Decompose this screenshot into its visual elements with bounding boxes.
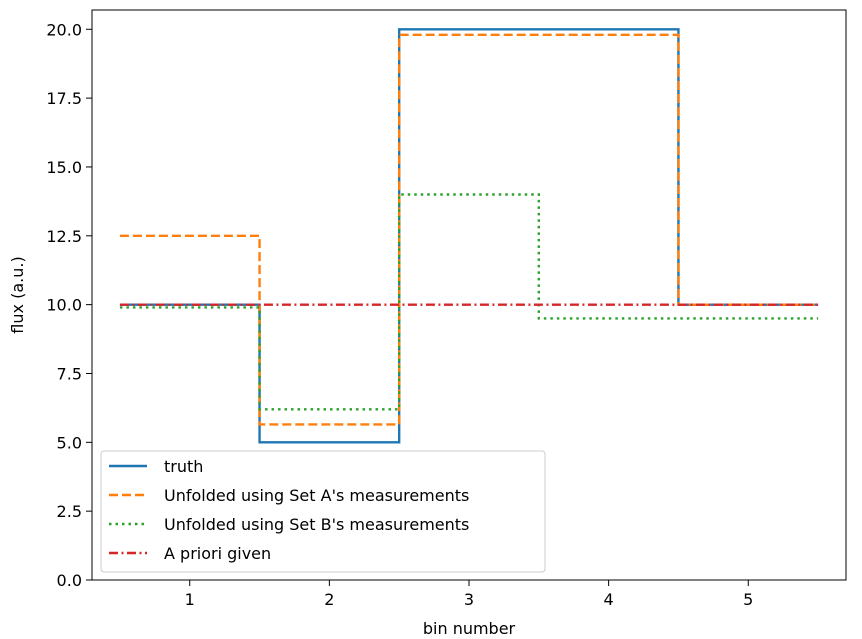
y-tick-label: 15.0 — [46, 158, 82, 177]
legend-items: truth Unfolded using Set A's measurements… — [109, 457, 469, 563]
y-tick-label: 5.0 — [57, 433, 82, 452]
y-tick-label: 17.5 — [46, 89, 82, 108]
x-axis-label: bin number — [423, 619, 516, 638]
x-tick-label: 1 — [185, 590, 195, 609]
x-tick-label: 4 — [604, 590, 614, 609]
legend-box — [100, 450, 546, 573]
y-tick-label: 0.0 — [57, 571, 82, 590]
x-tick-label: 3 — [464, 590, 474, 609]
legend-label-3: Unfolded using Set B's measurements — [164, 515, 469, 534]
y-tick-label: 2.5 — [57, 502, 82, 521]
series-layer — [119, 28, 819, 444]
y-tick-label: 7.5 — [57, 364, 82, 383]
ticks-layer: 1 2 3 4 5 0.0 2.5 5.0 7.5 10.0 12.5 15.0 17.5 20.0 — [46, 20, 753, 609]
legend: truth Unfolded using Set A's measurements… — [100, 450, 546, 573]
legend-label-4: A priori given — [164, 544, 271, 563]
series-line-2 — [119, 33, 819, 426]
y-tick-label: 10.0 — [46, 296, 82, 315]
y-tick-label: 12.5 — [46, 227, 82, 246]
legend-label-1: truth — [164, 457, 203, 476]
series-line-3 — [119, 193, 819, 411]
x-tick-label: 5 — [743, 590, 753, 609]
x-tick-label: 2 — [324, 590, 334, 609]
legend-label-2: Unfolded using Set A's measurements — [164, 486, 469, 505]
y-axis-label: flux (a.u.) — [8, 256, 27, 333]
y-tick-label: 20.0 — [46, 20, 82, 39]
